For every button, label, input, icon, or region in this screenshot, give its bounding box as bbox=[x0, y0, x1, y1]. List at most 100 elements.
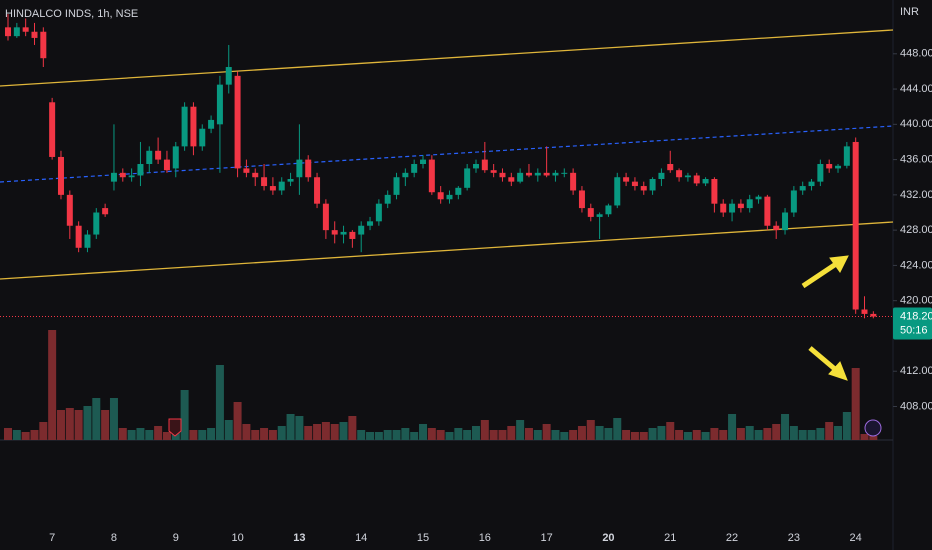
candle-body bbox=[852, 141, 859, 310]
candle-body bbox=[102, 208, 109, 215]
volume-bar bbox=[869, 436, 878, 440]
candle-body bbox=[490, 170, 497, 173]
volume-bar bbox=[295, 416, 304, 440]
volume-bar bbox=[410, 432, 419, 440]
volume-bar bbox=[860, 434, 869, 440]
volume-bar bbox=[754, 430, 763, 440]
x-tick-label: 22 bbox=[726, 532, 738, 544]
volume-bar bbox=[763, 428, 772, 440]
volume-bar bbox=[648, 428, 657, 440]
volume-bar bbox=[630, 432, 639, 440]
candle-body bbox=[446, 194, 453, 200]
candle-body bbox=[93, 212, 100, 235]
candle-body bbox=[349, 231, 356, 239]
volume-bar bbox=[595, 426, 604, 440]
candle-body bbox=[31, 31, 38, 38]
candle-body bbox=[711, 178, 718, 204]
candle-body bbox=[737, 203, 744, 209]
volume-bar bbox=[516, 420, 525, 440]
candle-body bbox=[155, 150, 162, 160]
y-tick-label: 436.00 bbox=[900, 154, 932, 166]
candle-body bbox=[119, 172, 126, 178]
candle-body bbox=[225, 67, 232, 85]
volume-bar bbox=[339, 422, 348, 440]
candle-body bbox=[684, 175, 691, 178]
candle-body bbox=[861, 309, 868, 314]
candle-body bbox=[375, 203, 382, 222]
volume-bar bbox=[127, 430, 136, 440]
candle-body bbox=[252, 172, 259, 178]
volume-bar bbox=[666, 422, 675, 440]
volume-bar bbox=[445, 432, 454, 440]
volume-bar bbox=[569, 430, 578, 440]
candle-body bbox=[437, 192, 444, 200]
candle-body bbox=[552, 172, 559, 176]
candle-body bbox=[358, 225, 365, 235]
candle-body bbox=[790, 190, 797, 213]
candle-body bbox=[649, 178, 656, 191]
candle-body bbox=[720, 203, 727, 213]
arrow-head bbox=[828, 361, 848, 381]
candle-body bbox=[128, 175, 135, 178]
volume-bar bbox=[745, 426, 754, 440]
arrow-shaft bbox=[808, 346, 838, 372]
candle-body bbox=[269, 186, 276, 191]
x-tick-label: 23 bbox=[788, 532, 800, 544]
candle-body bbox=[755, 196, 762, 200]
candle-body bbox=[578, 190, 585, 209]
last-price-tag bbox=[893, 307, 932, 340]
candle-body bbox=[605, 205, 612, 215]
x-tick-label: 7 bbox=[49, 532, 55, 544]
channel-upper bbox=[0, 29, 894, 87]
candle-body bbox=[57, 156, 64, 195]
volume-bar bbox=[834, 426, 843, 440]
volume-bar bbox=[92, 398, 101, 440]
candle-body bbox=[658, 172, 665, 179]
volume-bar bbox=[374, 432, 383, 440]
candle-body bbox=[163, 159, 170, 171]
candle-body bbox=[543, 172, 550, 176]
volume-bar bbox=[781, 414, 790, 440]
currency-label: INR bbox=[900, 6, 919, 18]
candle-body bbox=[587, 208, 594, 217]
candle-body bbox=[181, 106, 188, 147]
candle-body bbox=[782, 212, 789, 231]
volume-bar bbox=[357, 430, 366, 440]
y-tick-label: 432.00 bbox=[900, 189, 932, 201]
volume-bar bbox=[710, 428, 719, 440]
candle-body bbox=[843, 146, 850, 166]
volume-bar bbox=[21, 432, 30, 440]
candle-body bbox=[199, 128, 206, 147]
candle-body bbox=[40, 31, 47, 59]
volume-bar bbox=[198, 430, 207, 440]
volume-bar bbox=[542, 424, 551, 440]
volume-bar bbox=[65, 408, 74, 440]
volume-bar bbox=[313, 424, 322, 440]
last-price-label: 418.20 bbox=[900, 310, 932, 322]
candle-body bbox=[640, 186, 647, 191]
candle-body bbox=[84, 234, 91, 248]
y-tick-label: 412.00 bbox=[900, 365, 932, 377]
candle-body bbox=[66, 194, 73, 226]
candle-body bbox=[296, 159, 303, 178]
volume-bar bbox=[798, 430, 807, 440]
volume-bar bbox=[675, 430, 684, 440]
volume-bar bbox=[463, 430, 472, 440]
event-marker[interactable] bbox=[864, 419, 882, 437]
volume-bar bbox=[392, 430, 401, 440]
volume-bar bbox=[145, 430, 154, 440]
volume-bar bbox=[251, 430, 260, 440]
candle-body bbox=[172, 146, 179, 169]
volume-bar bbox=[436, 430, 445, 440]
volume-bar bbox=[719, 430, 728, 440]
volume-bar bbox=[74, 410, 83, 440]
volume-bar bbox=[118, 428, 127, 440]
earnings-marker[interactable] bbox=[168, 418, 182, 437]
candle-body bbox=[340, 231, 347, 235]
candle-body bbox=[305, 159, 312, 178]
volume-bar bbox=[268, 430, 277, 440]
volume-bar bbox=[657, 426, 666, 440]
event-markers bbox=[168, 418, 882, 437]
candle-body bbox=[676, 170, 683, 178]
